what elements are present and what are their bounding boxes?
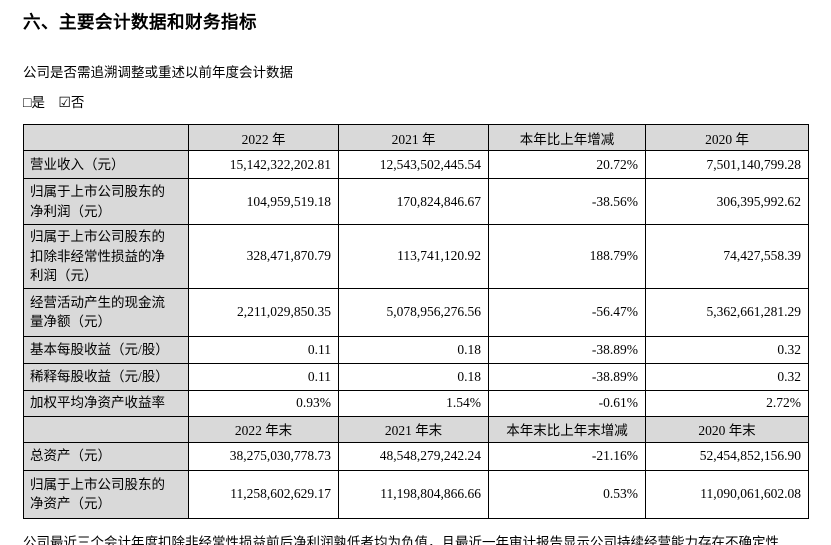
cell-2020: 0.32 <box>645 362 809 391</box>
header-2022: 2022 年 <box>188 124 339 151</box>
cell-2022: 38,275,030,778.73 <box>188 441 339 471</box>
row-label: 基本每股收益（元/股） <box>23 335 189 364</box>
cell-2022: 15,142,322,202.81 <box>188 150 339 179</box>
cell-2022: 2,211,029,850.35 <box>188 287 339 337</box>
cell-2022: 0.93% <box>188 389 339 417</box>
header-2020-year-end: 2020 年末 <box>645 415 809 443</box>
cell-2021: 0.18 <box>338 362 489 391</box>
table-row-weighted-avg-roe: 加权平均净资产收益率 0.93% 1.54% -0.61% 2.72% <box>23 389 809 417</box>
checkbox-checked-icon: ☑ <box>58 96 71 111</box>
row-label: 营业收入（元） <box>23 150 189 179</box>
header-blank-cell <box>23 415 189 443</box>
cell-change: 20.72% <box>488 150 646 179</box>
cell-2021: 5,078,956,276.56 <box>338 287 489 337</box>
cell-2020: 5,362,661,281.29 <box>645 287 809 337</box>
cell-change: 188.79% <box>488 224 646 289</box>
table-row-net-profit: 归属于上市公司股东的净利润（元） 104,959,519.18 170,824,… <box>23 178 809 225</box>
year-end-header-row: 2022 年末 2021 年末 本年末比上年末增减 2020 年末 <box>23 415 809 443</box>
page-title: 六、主要会计数据和财务指标 <box>23 12 257 32</box>
cell-2021: 170,824,846.67 <box>338 178 489 225</box>
table-row-operating-cash-flow: 经营活动产生的现金流量净额（元） 2,211,029,850.35 5,078,… <box>23 287 809 337</box>
header-year-end-change: 本年末比上年末增减 <box>488 415 646 443</box>
cell-2022: 0.11 <box>188 335 339 364</box>
checkbox-unchecked-icon: □ <box>23 96 32 111</box>
header-2021-year-end: 2021 年末 <box>338 415 489 443</box>
cell-2022: 104,959,519.18 <box>188 178 339 225</box>
cell-2021: 48,548,279,242.24 <box>338 441 489 471</box>
table-row-basic-eps: 基本每股收益（元/股） 0.11 0.18 -38.89% 0.32 <box>23 335 809 364</box>
cell-2022: 328,471,870.79 <box>188 224 339 289</box>
restate-question: 公司是否需追溯调整或重述以前年度会计数据 <box>23 65 293 80</box>
cell-2021: 1.54% <box>338 389 489 417</box>
header-2022-year-end: 2022 年末 <box>188 415 339 443</box>
cell-change: -56.47% <box>488 287 646 337</box>
cell-2021: 11,198,804,866.66 <box>338 469 489 519</box>
row-label: 经营活动产生的现金流量净额（元） <box>23 287 189 337</box>
header-yoy-change: 本年比上年增减 <box>488 124 646 151</box>
cell-2020: 2.72% <box>645 389 809 417</box>
table-row-total-assets: 总资产（元） 38,275,030,778.73 48,548,279,242.… <box>23 441 809 471</box>
header-blank-cell <box>23 124 189 151</box>
row-label: 总资产（元） <box>23 441 189 471</box>
row-label: 归属于上市公司股东的净资产（元） <box>23 469 189 519</box>
checkbox-option-no: ☑否 <box>58 95 85 111</box>
cell-2021: 0.18 <box>338 335 489 364</box>
cell-2020: 7,501,140,799.28 <box>645 150 809 179</box>
cell-change: -38.56% <box>488 178 646 225</box>
row-label: 加权平均净资产收益率 <box>23 389 189 417</box>
financial-indicators-table: 2022 年 2021 年 本年比上年增减 2020 年 营业收入（元） 15,… <box>23 124 809 519</box>
cell-2020: 306,395,992.62 <box>645 178 809 225</box>
cell-2022: 0.11 <box>188 362 339 391</box>
table-row-diluted-eps: 稀释每股收益（元/股） 0.11 0.18 -38.89% 0.32 <box>23 362 809 391</box>
cell-change: -38.89% <box>488 362 646 391</box>
table-row-net-profit-excl-nonrecurring: 归属于上市公司股东的扣除非经常性损益的净利润（元） 328,471,870.79… <box>23 224 809 289</box>
annual-header-row: 2022 年 2021 年 本年比上年增减 2020 年 <box>23 124 809 151</box>
cell-2020: 0.32 <box>645 335 809 364</box>
cell-change: 0.53% <box>488 469 646 519</box>
table-row-net-assets: 归属于上市公司股东的净资产（元） 11,258,602,629.17 11,19… <box>23 469 809 519</box>
cell-2020: 52,454,852,156.90 <box>645 441 809 471</box>
cell-2022: 11,258,602,629.17 <box>188 469 339 519</box>
checkbox-no-label: 否 <box>70 95 85 110</box>
row-label: 稀释每股收益（元/股） <box>23 362 189 391</box>
table-row-operating-revenue: 营业收入（元） 15,142,322,202.81 12,543,502,445… <box>23 150 809 179</box>
checkbox-option-yes: □是 <box>23 95 45 111</box>
cell-2021: 113,741,120.92 <box>338 224 489 289</box>
going-concern-footnote: 公司最近三个会计年度扣除非经常性损益前后净利润孰低者均为负值，且最近一年审计报告… <box>23 534 779 545</box>
checkbox-yes-label: 是 <box>31 95 45 110</box>
row-label: 归属于上市公司股东的扣除非经常性损益的净利润（元） <box>23 224 189 289</box>
cell-2021: 12,543,502,445.54 <box>338 150 489 179</box>
header-2020: 2020 年 <box>645 124 809 151</box>
cell-2020: 11,090,061,602.08 <box>645 469 809 519</box>
cell-change: -21.16% <box>488 441 646 471</box>
cell-change: -38.89% <box>488 335 646 364</box>
cell-change: -0.61% <box>488 389 646 417</box>
header-2021: 2021 年 <box>338 124 489 151</box>
restate-answer-options: □是 ☑否 <box>23 91 831 112</box>
row-label: 归属于上市公司股东的净利润（元） <box>23 178 189 225</box>
cell-2020: 74,427,558.39 <box>645 224 809 289</box>
